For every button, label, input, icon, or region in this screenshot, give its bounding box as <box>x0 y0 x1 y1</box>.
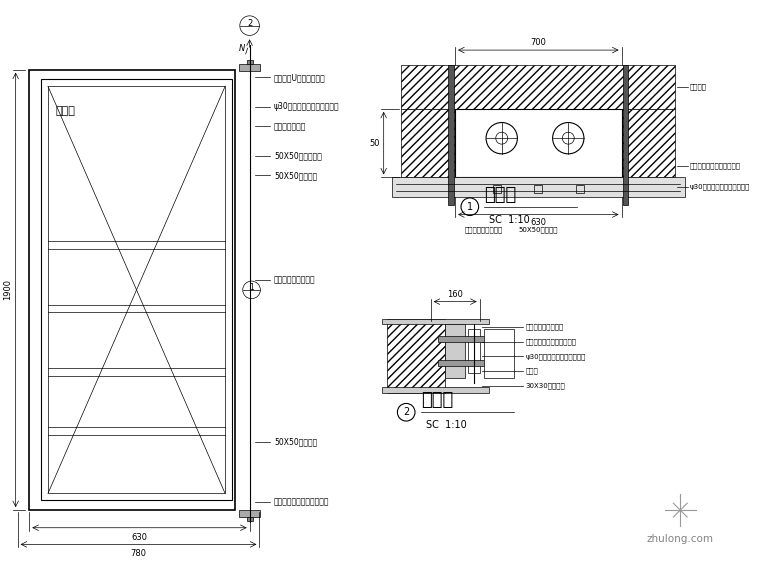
Bar <box>622 109 676 177</box>
Bar <box>468 329 480 373</box>
Text: 630: 630 <box>131 532 147 541</box>
Text: 万向端承止胶膨胀锚栓固定: 万向端承止胶膨胀锚栓固定 <box>690 162 741 169</box>
Bar <box>455 109 622 177</box>
Text: 万向轴流U形胶垫柱卫定: 万向轴流U形胶垫柱卫定 <box>274 73 326 82</box>
Bar <box>622 65 629 205</box>
Text: 50X50镀锌角钢: 50X50镀锌角钢 <box>518 226 558 233</box>
Text: 30X30限扯角钢: 30X30限扯角钢 <box>526 382 565 389</box>
Bar <box>387 319 445 393</box>
Bar <box>576 185 584 193</box>
Text: 780: 780 <box>131 549 147 558</box>
Bar <box>448 65 454 205</box>
Bar <box>48 86 225 494</box>
Text: 50X50插穿层谷钉: 50X50插穿层谷钉 <box>274 151 322 160</box>
Text: 消火栓: 消火栓 <box>55 106 76 116</box>
Text: 50X50模层内网: 50X50模层内网 <box>274 437 318 446</box>
Text: ψ30钢木上下与万底结破力接: ψ30钢木上下与万底结破力接 <box>526 353 586 360</box>
Bar <box>239 64 261 71</box>
Text: 1: 1 <box>467 202 473 211</box>
Text: 160: 160 <box>447 290 463 299</box>
Text: 万向轴流二胶膨胀锚栓厌定: 万向轴流二胶膨胀锚栓厌定 <box>274 498 330 507</box>
Text: 剖面图: 剖面图 <box>421 392 453 409</box>
Text: 1900: 1900 <box>3 279 11 300</box>
Text: ψ30钢拌二下与万向轴线径卡: ψ30钢拌二下与万向轴线径卡 <box>274 103 340 111</box>
Bar <box>239 510 261 517</box>
Text: 1: 1 <box>249 283 254 292</box>
Bar <box>401 65 676 109</box>
Bar <box>30 70 235 510</box>
Text: 与所在位置面料一致: 与所在位置面料一致 <box>274 276 315 284</box>
Text: 2: 2 <box>403 407 410 417</box>
Bar <box>492 185 501 193</box>
Bar <box>438 360 486 367</box>
Text: 2: 2 <box>247 19 252 28</box>
Text: N: N <box>239 44 245 52</box>
Bar <box>247 517 252 521</box>
Text: 50X50限位层参: 50X50限位层参 <box>274 171 318 180</box>
Text: 消火栓箱: 消火栓箱 <box>690 83 707 90</box>
Bar <box>391 177 686 197</box>
Text: ψ30钢木上下与万底结束力接: ψ30钢木上下与万底结束力接 <box>690 184 750 190</box>
Text: SC  1:10: SC 1:10 <box>489 214 530 225</box>
Bar <box>382 387 489 393</box>
Bar <box>382 319 489 324</box>
Text: 万向轴承止胶膨胀锚栓固定: 万向轴承止胶膨胀锚栓固定 <box>526 339 577 345</box>
Bar <box>401 109 455 177</box>
Bar <box>247 60 252 64</box>
Text: 630: 630 <box>530 218 546 227</box>
Bar <box>534 185 542 193</box>
Text: 剖面图: 剖面图 <box>484 186 517 203</box>
Text: 与所在位置面料一致: 与所在位置面料一致 <box>526 324 564 331</box>
Bar <box>484 329 514 378</box>
Text: zhulong.com: zhulong.com <box>647 535 714 544</box>
Text: 红色有机玻璃字: 红色有机玻璃字 <box>274 122 306 131</box>
Bar <box>41 79 232 500</box>
Text: 700: 700 <box>530 38 546 47</box>
Text: 与所在位置面料一致: 与所在位置面料一致 <box>465 226 503 233</box>
Bar <box>438 336 486 342</box>
Text: 消防箱: 消防箱 <box>526 368 538 374</box>
Text: SC  1:10: SC 1:10 <box>426 420 467 430</box>
Text: 50: 50 <box>369 139 380 148</box>
Bar <box>445 324 465 378</box>
